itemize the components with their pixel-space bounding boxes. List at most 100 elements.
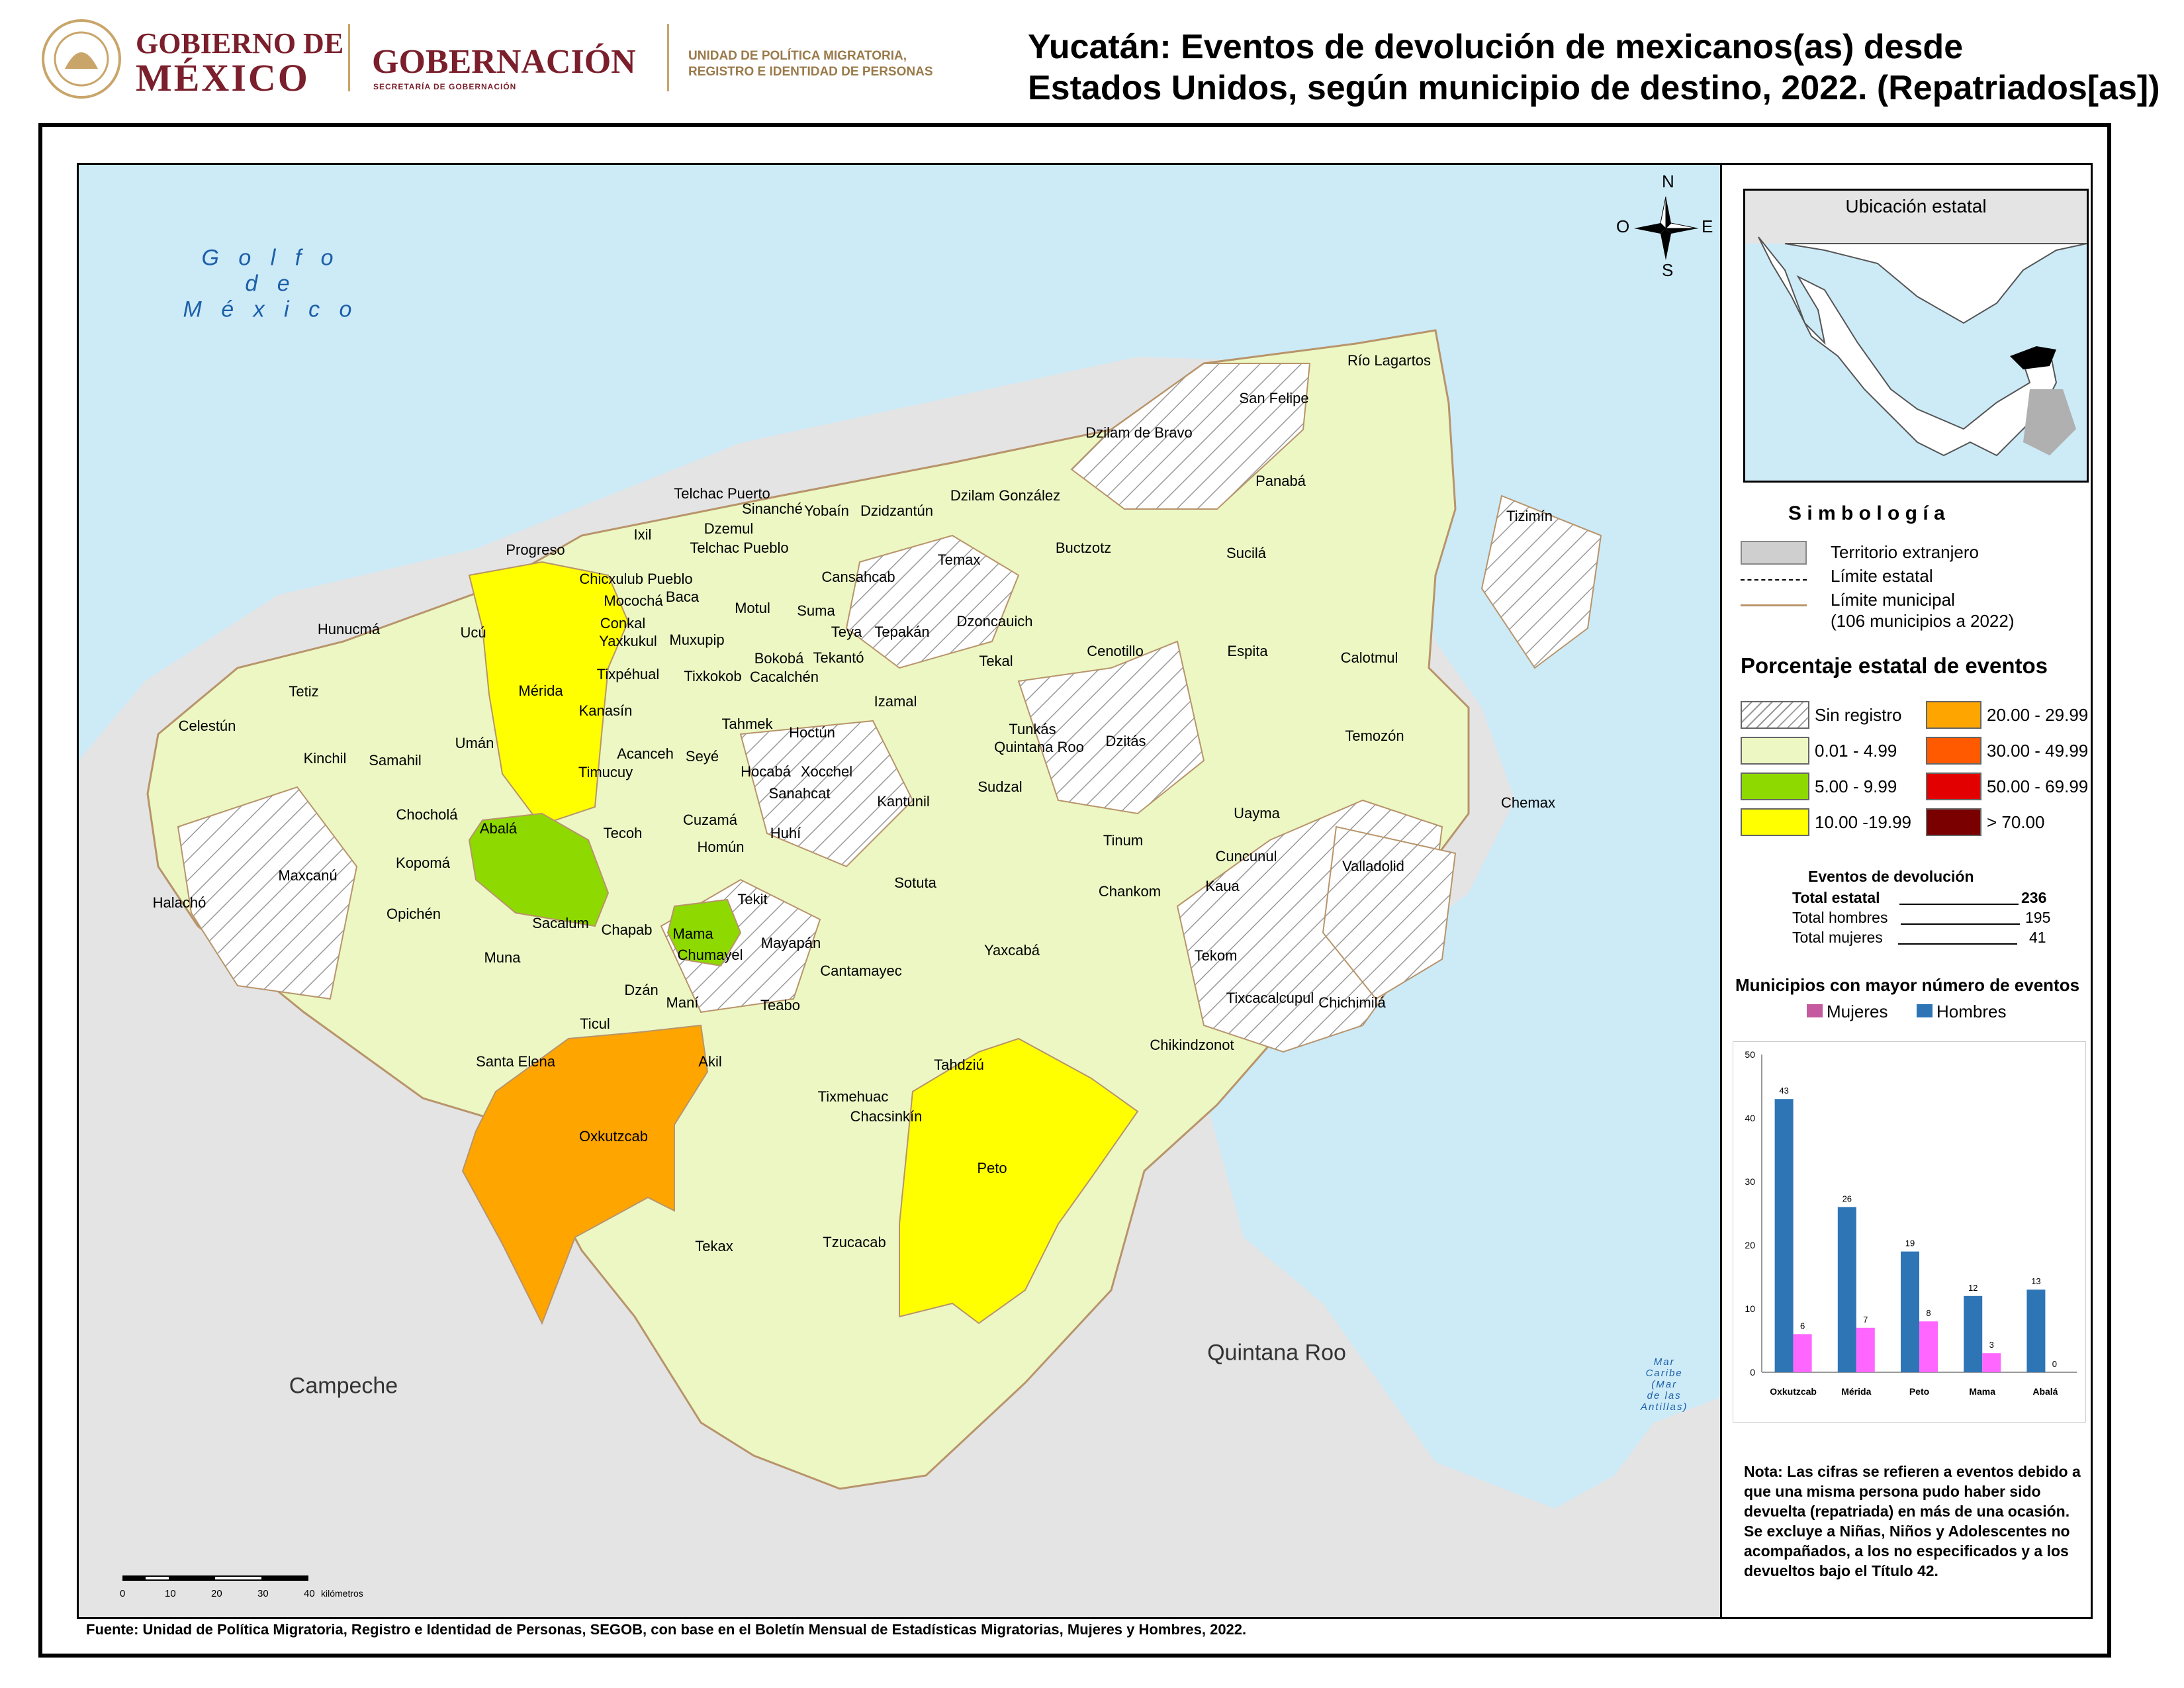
municipality-label: Mayapán [760, 935, 821, 951]
municipality-label: Akil [698, 1053, 722, 1070]
municipality-label: Seyé [685, 748, 719, 765]
municipality-label: Halachó [152, 894, 206, 911]
municipality-label: Homún [697, 839, 745, 855]
municipality-label: Muxupip [669, 632, 725, 648]
municipality-label: Ixil [633, 526, 652, 543]
municipality-label: Kopomá [396, 855, 450, 871]
chart-category-label: Peto [1909, 1386, 1929, 1397]
municipality-label: Tahdziú [934, 1056, 984, 1073]
caribe-line: (Mar [1651, 1379, 1678, 1390]
chart-data-label: 3 [1989, 1340, 1994, 1350]
compass-rose-icon [1634, 196, 1698, 260]
municipality-label: Teya [831, 624, 862, 640]
municipality-label: Ucú [460, 624, 486, 641]
municipality-label: Izamal [874, 693, 917, 710]
municipality-label: Umán [455, 735, 494, 751]
state-limit-line [1741, 579, 1807, 581]
caribe-line: Antillas) [1641, 1401, 1688, 1413]
municipality-label: Sotuta [894, 874, 936, 891]
legend-hombres-swatch [1917, 1004, 1933, 1017]
chart-bar [1774, 1099, 1794, 1372]
caribe-line: Caribe [1645, 1368, 1683, 1379]
municipality-label: Telchac Pueblo [690, 539, 789, 556]
municipality-label: Sudzal [978, 778, 1023, 795]
chart-y-tick: 0 [1750, 1367, 1755, 1378]
caribe-label: Mar Caribe (Mar de las Antillas) [1641, 1356, 1688, 1413]
scale-tick: 10 [165, 1588, 176, 1599]
compass-o: O [1616, 216, 1630, 236]
legend-swatch [1926, 808, 1981, 836]
stats-title: Eventos de devolución [1808, 868, 1974, 885]
municipality-merida [468, 561, 629, 828]
municipality-label: Cacalchén [750, 669, 819, 685]
stat-women-value: 41 [2029, 929, 2046, 946]
municipality-label: Valladolid [1342, 858, 1404, 874]
municipality-label: Peto [977, 1160, 1007, 1176]
municipality-label: Cuzamá [683, 812, 737, 828]
municipality-oxkutzcab [461, 1024, 709, 1325]
municipality-label: Quintana Roo [994, 739, 1084, 755]
legend-state-limit: Límite estatal [1831, 566, 1933, 586]
municipality-label: Samahil [369, 752, 422, 769]
legend-hombres: Hombres [1936, 1002, 2007, 1021]
chart-bar [2026, 1289, 2046, 1372]
municipality-label: Kinchil [303, 750, 347, 767]
chart-bar [1901, 1251, 1919, 1372]
chart-bar [1856, 1327, 1875, 1372]
municipality-label: Suma [797, 602, 835, 619]
logo1-line1: GOBIERNO DE [136, 27, 344, 60]
municipality-label: Muna [484, 949, 521, 966]
label-quintana-roo: Quintana Roo [1207, 1340, 1346, 1366]
bar-chart: 01020304050436Oxkutzcab267Mérida198Peto1… [1733, 1041, 2086, 1423]
chart-bar [1793, 1334, 1812, 1372]
chart-data-label: 12 [1968, 1283, 1978, 1293]
municipality-label: Cansahcab [821, 569, 895, 585]
municipality-label: Maxcanú [278, 867, 338, 884]
muni-limit-line [1741, 604, 1807, 606]
foreign-swatch [1741, 541, 1807, 565]
chart-data-label: 0 [2052, 1359, 2057, 1369]
area-sin-registro [1480, 494, 1602, 669]
municipality-label: Tizimín [1506, 508, 1553, 524]
note: Nota: Las cifras se refieren a eventos d… [1744, 1463, 2081, 1579]
municipality-label: Tixmehuac [817, 1088, 889, 1105]
legend-swatch [1741, 808, 1809, 836]
logo3-line2: REGISTRO E IDENTIDAD DE PERSONAS [688, 65, 933, 79]
legend-title: S i m b o l o g í a [1788, 502, 1945, 524]
municipality-peto [899, 1037, 1139, 1325]
area-sin-registro [177, 786, 358, 1000]
municipality-label: Tekom [1194, 947, 1238, 964]
right-panel: Ubicación estatal S i m b o l o g í a Te… [1722, 163, 2093, 1619]
scale-tick: 20 [211, 1588, 222, 1599]
municipality-label: Kantunil [877, 793, 930, 810]
legend-swatch [1741, 737, 1809, 765]
municipality-label: Tixkokob [684, 668, 742, 684]
municipality-label: Tahmek [721, 716, 773, 732]
municipality-label: Chocholá [396, 806, 458, 823]
chart-category-label: Mama [1969, 1386, 1995, 1397]
municipality-label: Huhí [770, 825, 801, 841]
sea-label: G o l f o d e M é x i c o [183, 246, 359, 323]
sea-label-line: d e [245, 271, 296, 297]
chart-y-tick: 10 [1745, 1303, 1755, 1314]
municipality-label: Chemax [1501, 794, 1555, 811]
legend-swatch [1926, 773, 1981, 800]
municipality-label: Maní [666, 994, 699, 1011]
municipality-label: Yobaín [804, 502, 849, 519]
municipality-label: Dzidzantún [860, 502, 934, 519]
municipality-label: Sucilá [1226, 545, 1266, 561]
municipality-label: Santa Elena [476, 1053, 555, 1070]
municipality-label: Uayma [1234, 805, 1280, 821]
legend-class-label: 0.01 - 4.99 [1815, 741, 1897, 761]
logo2-sub: SECRETARÍA DE GOBERNACIÓN [373, 82, 517, 91]
municipality-label: Hoctún [789, 724, 835, 741]
municipality-label: Kanasín [578, 702, 633, 719]
legend-class-label: 20.00 - 29.99 [1987, 705, 2089, 725]
municipality-label: Calotmul [1340, 649, 1398, 666]
municipality-label: Hocabá [741, 763, 791, 780]
municipality-label: Mérida [518, 682, 563, 699]
area-sin-registro [739, 720, 914, 868]
scale-tick: 40 [304, 1588, 315, 1599]
municipality-label: Mocochá [604, 592, 663, 609]
municipality-label: Panabá [1255, 473, 1306, 489]
